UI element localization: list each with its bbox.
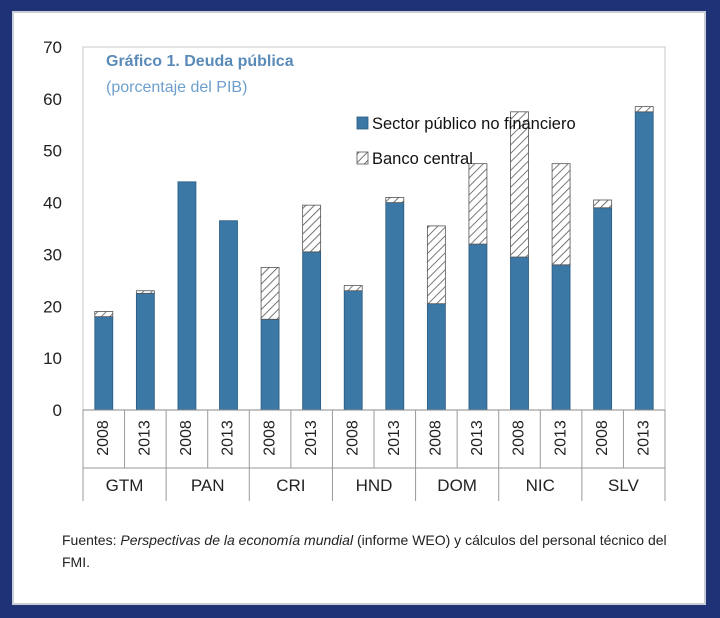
bar-bc bbox=[510, 111, 529, 258]
y-tick-label: 10 bbox=[43, 349, 62, 368]
bar-snf bbox=[177, 181, 197, 411]
legend-label-snf: Sector público no financiero bbox=[372, 115, 576, 133]
x-tick-label: 2013 bbox=[386, 420, 403, 456]
bar-snf bbox=[135, 292, 155, 411]
legend-swatch-bc bbox=[356, 151, 369, 165]
legend: Sector público no financiero Banco centr… bbox=[356, 115, 576, 168]
x-group-label: CRI bbox=[276, 476, 305, 495]
chart-title: Gráfico 1. Deuda pública bbox=[106, 53, 294, 70]
chart-subtitle: (porcentaje del PIB) bbox=[106, 79, 247, 96]
y-tick-label: 30 bbox=[43, 245, 62, 264]
chart-frame: 0 10 20 30 40 50 60 70 2008 2013 2008 2013 2008 2013… bbox=[12, 11, 706, 605]
x-tick-label: 2013 bbox=[552, 420, 569, 456]
bar-snf bbox=[343, 290, 363, 411]
x-group-label: NIC bbox=[526, 476, 555, 495]
plot-area-border bbox=[82, 46, 666, 411]
x-group-label: GTM bbox=[106, 476, 144, 495]
bar-snf bbox=[426, 303, 446, 411]
y-tick-label: 60 bbox=[43, 90, 62, 109]
bar-bc bbox=[260, 266, 280, 320]
x-tick-label: 2008 bbox=[261, 420, 278, 456]
y-tick-label: 50 bbox=[43, 142, 62, 161]
legend-swatch-snf bbox=[356, 116, 369, 130]
bar-snf bbox=[634, 111, 654, 411]
bar-snf bbox=[551, 264, 571, 411]
bar-bc bbox=[593, 199, 613, 209]
bar-bc bbox=[426, 225, 446, 305]
bar-bc bbox=[385, 196, 405, 203]
x-group-label: PAN bbox=[191, 476, 225, 495]
bar-bc bbox=[551, 163, 571, 266]
x-group-label: HND bbox=[356, 476, 393, 495]
x-tick-label: 2013 bbox=[303, 420, 320, 456]
y-tick-label: 20 bbox=[43, 297, 62, 316]
x-tick-label: 2013 bbox=[137, 420, 154, 456]
x-tick-label: 2013 bbox=[635, 420, 652, 456]
y-tick-label: 0 bbox=[53, 401, 62, 420]
debt-chart: 0 10 20 30 40 50 60 70 2008 2013 2008 2013 2008 2013… bbox=[43, 38, 666, 501]
x-tick-label: 2008 bbox=[511, 420, 528, 456]
source-publication: Perspectivas de la economía mundial bbox=[120, 532, 354, 548]
bar-snf bbox=[468, 243, 488, 411]
bar-bc bbox=[343, 285, 363, 292]
bar-snf bbox=[510, 256, 529, 411]
bar-bc bbox=[468, 163, 488, 245]
x-tick-label: 2008 bbox=[344, 420, 361, 456]
bar-snf bbox=[385, 202, 405, 411]
legend-label-bc: Banco central bbox=[372, 150, 473, 168]
x-tick-label: 2008 bbox=[428, 420, 445, 456]
x-group-label: DOM bbox=[437, 476, 477, 495]
bar-snf bbox=[302, 251, 322, 411]
x-tick-label: 2013 bbox=[469, 420, 486, 456]
bars bbox=[94, 106, 654, 411]
x-tick-label: 2008 bbox=[95, 420, 112, 456]
bar-bc bbox=[634, 106, 654, 113]
source-note: Fuentes: Perspectivas de la economía mun… bbox=[62, 529, 682, 573]
bar-bc bbox=[302, 204, 322, 253]
x-tick-label: 2013 bbox=[220, 420, 237, 456]
x-group-label: SLV bbox=[608, 476, 640, 495]
y-tick-label: 70 bbox=[43, 38, 62, 57]
bar-bc bbox=[94, 311, 114, 318]
source-prefix: Fuentes: bbox=[62, 532, 121, 548]
y-axis: 0 10 20 30 40 50 60 70 bbox=[43, 38, 62, 420]
bar-snf bbox=[593, 207, 613, 411]
bar-snf bbox=[94, 316, 114, 411]
bar-snf bbox=[219, 220, 238, 411]
x-tick-label: 2008 bbox=[594, 420, 611, 456]
x-tick-label: 2008 bbox=[178, 420, 195, 456]
bar-snf bbox=[260, 318, 280, 411]
source-suffix: (informe WEO) y cálculos del personal té… bbox=[62, 532, 667, 570]
x-axis: 2008 2013 2008 2013 2008 2013 2008 2013 2008 2013… bbox=[82, 409, 666, 501]
y-tick-label: 40 bbox=[43, 194, 62, 213]
bar-bc bbox=[135, 290, 155, 294]
